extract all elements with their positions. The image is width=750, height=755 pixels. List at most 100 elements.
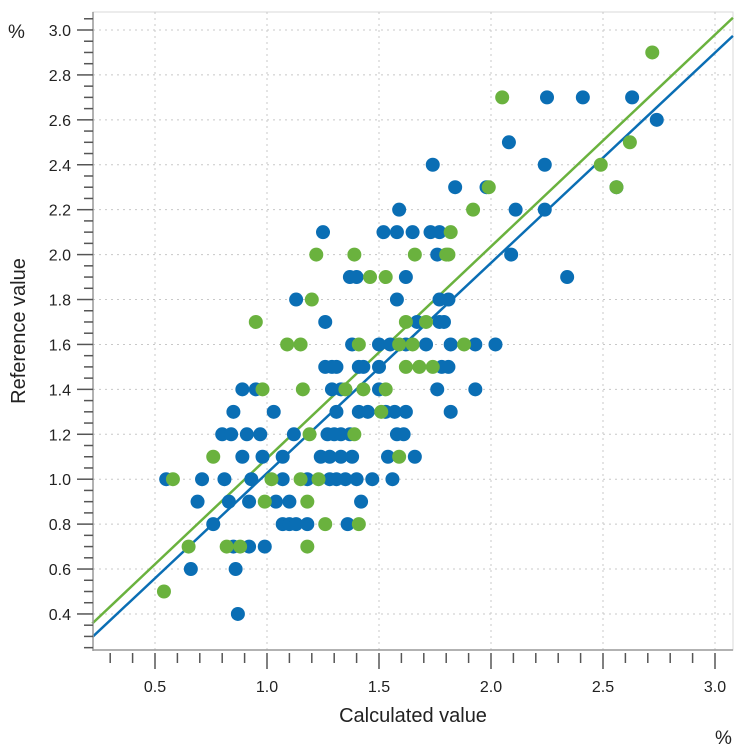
data-point-series-2 [264,472,279,487]
data-point-series-1 [389,225,404,240]
data-point-series-1 [257,539,272,554]
data-point-series-2 [398,314,413,329]
data-point-series-1 [432,225,447,240]
data-point-series-1 [195,472,210,487]
data-point-series-2 [206,449,221,464]
data-point-series-1 [268,494,283,509]
data-point-series-1 [244,472,259,487]
data-point-series-1 [235,382,250,397]
y-tick-label: 2.0 [49,248,71,265]
y-tick-label: 1.6 [49,337,71,354]
data-point-series-1 [425,157,440,172]
data-point-series-1 [354,494,369,509]
data-point-series-1 [365,472,380,487]
data-point-series-1 [488,337,503,352]
data-point-series-1 [316,225,330,240]
data-point-series-2 [255,382,270,397]
data-point-series-1 [360,404,375,419]
y-axis-title: Reference value [8,258,30,404]
data-point-series-2 [300,494,315,509]
data-point-series-1 [333,449,348,464]
data-point-series-2 [293,337,308,352]
data-point-series-1 [349,270,364,285]
data-point-series-1 [345,449,360,464]
y-tick-label: 3.0 [49,23,71,40]
data-point-series-2 [398,359,413,374]
data-point-series-1 [396,427,411,442]
data-point-series-2 [374,404,389,419]
data-point-series-1 [190,494,205,509]
data-point-series-1 [356,359,371,374]
data-point-series-1 [221,494,236,509]
data-point-series-1 [468,382,483,397]
data-point-series-1 [224,427,239,442]
data-point-series-1 [183,562,198,577]
data-point-series-1 [300,517,315,532]
x-axis-title: Calculated value [339,705,487,727]
data-point-series-1 [448,180,463,195]
data-point-series-1 [392,202,407,217]
data-point-series-1 [230,606,245,621]
y-tick-label: 0.6 [49,562,71,579]
data-point-series-1 [560,270,575,285]
data-point-series-2 [347,247,362,262]
data-point-series-1 [387,404,402,419]
data-point-series-1 [380,449,395,464]
data-point-series-1 [443,404,458,419]
data-point-series-2 [622,135,637,150]
data-point-series-2 [392,449,407,464]
data-point-series-2 [457,337,472,352]
data-point-series-1 [504,247,519,262]
data-point-series-1 [430,382,445,397]
data-point-series-1 [508,202,523,217]
data-point-series-1 [349,472,364,487]
data-point-series-2 [609,180,624,195]
data-point-series-1 [372,359,386,374]
data-point-series-1 [286,427,301,442]
data-point-series-2 [392,337,407,352]
data-point-series-2 [425,359,440,374]
data-point-series-2 [165,472,180,487]
data-point-series-2 [181,539,196,554]
data-point-series-1 [385,472,400,487]
data-point-series-2 [495,90,510,105]
y-tick-label: 0.8 [49,517,71,534]
x-unit-label: % [715,728,732,749]
data-point-series-1 [217,472,232,487]
data-point-series-2 [302,427,317,442]
data-point-series-1 [282,494,297,509]
data-point-series-2 [351,517,366,532]
data-point-series-2 [466,202,481,217]
data-point-series-2 [248,314,263,329]
x-tick-label: 1.5 [368,679,390,696]
data-point-series-2 [378,270,393,285]
data-point-series-1 [468,337,483,352]
data-point-series-1 [275,449,290,464]
data-point-series-1 [289,292,304,307]
data-point-series-1 [407,449,422,464]
x-tick-label: 2.0 [480,679,502,696]
data-point-series-2 [356,382,371,397]
data-point-series-1 [318,314,333,329]
data-points [156,45,664,621]
data-point-series-1 [322,449,337,464]
data-point-series-2 [318,517,333,532]
axes: 0.5 1.0 1.5 2.0 2.5 3.0 0.4 0.6 0.8 1.0 1.2 1.4 1.6 1… [49,12,733,696]
data-point-series-2 [304,292,319,307]
data-point-series-1 [436,314,451,329]
y-tick-label: 1.4 [49,382,71,399]
data-point-series-2 [405,337,420,352]
data-point-series-1 [329,404,344,419]
data-point-series-2 [593,157,608,172]
data-point-series-1 [206,517,221,532]
data-point-series-1 [625,90,640,105]
data-point-series-1 [242,494,257,509]
data-point-series-1 [372,337,386,352]
data-point-series-1 [405,225,420,240]
x-tick-label: 1.0 [256,679,278,696]
x-tick-label: 2.5 [592,679,614,696]
data-point-series-1 [376,225,391,240]
data-point-series-2 [363,270,378,285]
data-point-series-2 [156,584,171,599]
